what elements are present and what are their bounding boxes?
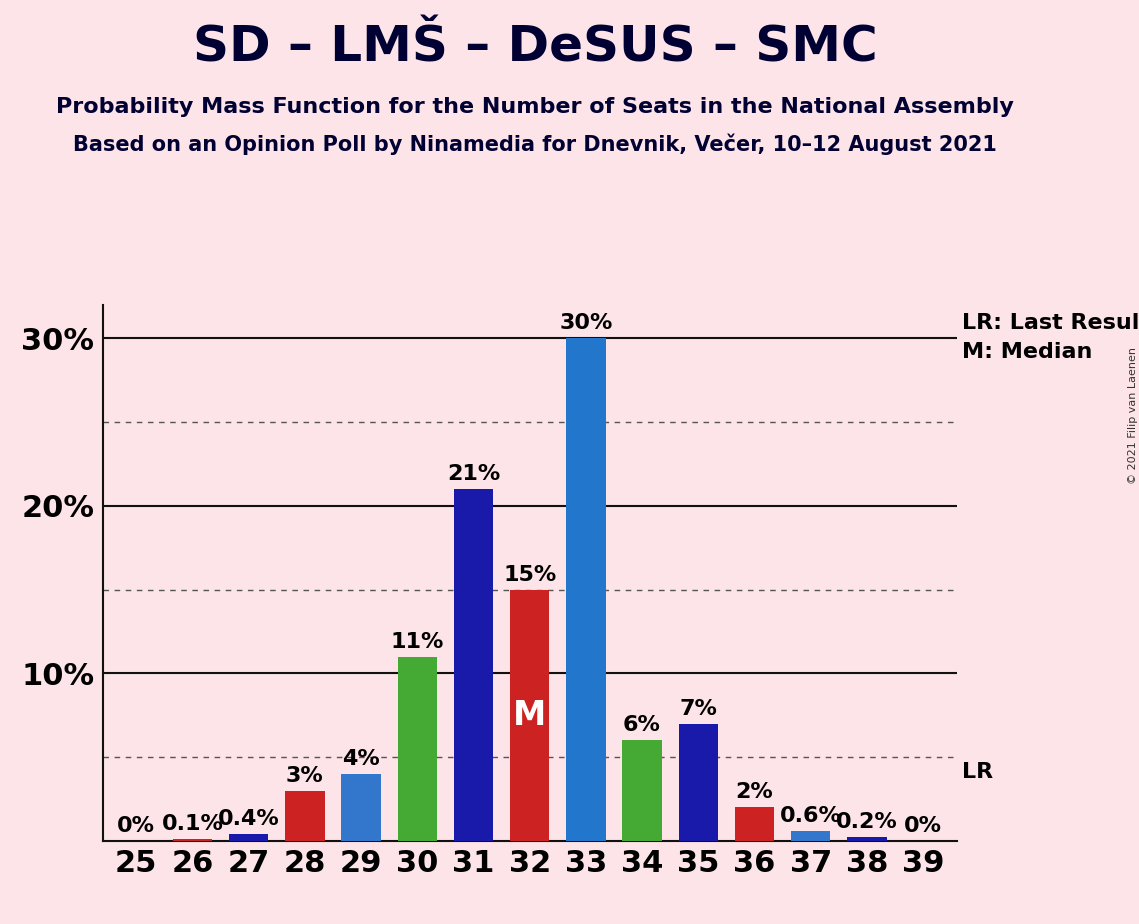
Bar [847, 837, 886, 841]
Text: 0.6%: 0.6% [780, 806, 842, 826]
Bar [790, 831, 830, 841]
Bar [173, 839, 212, 841]
Text: Probability Mass Function for the Number of Seats in the National Assembly: Probability Mass Function for the Number… [57, 97, 1014, 117]
Text: 0%: 0% [904, 816, 942, 836]
Text: 0.1%: 0.1% [162, 814, 223, 834]
Text: 21%: 21% [446, 464, 500, 484]
Bar [453, 489, 493, 841]
Bar [566, 338, 606, 841]
Bar [510, 590, 549, 841]
Text: © 2021 Filip van Laenen: © 2021 Filip van Laenen [1129, 347, 1138, 484]
Text: 2%: 2% [736, 783, 773, 802]
Text: 0%: 0% [117, 816, 155, 836]
Text: LR: Last Result: LR: Last Result [962, 313, 1139, 334]
Text: 6%: 6% [623, 715, 661, 736]
Text: M: M [513, 699, 547, 732]
Text: 0.2%: 0.2% [836, 812, 898, 833]
Bar [679, 723, 718, 841]
Bar [285, 791, 325, 841]
Text: 15%: 15% [503, 565, 556, 585]
Bar [622, 740, 662, 841]
Text: 7%: 7% [679, 699, 718, 719]
Bar [342, 774, 380, 841]
Text: 11%: 11% [391, 632, 444, 651]
Text: 0.4%: 0.4% [218, 809, 279, 829]
Bar [398, 657, 437, 841]
Text: 30%: 30% [559, 313, 613, 334]
Text: 3%: 3% [286, 766, 323, 785]
Bar [229, 834, 269, 841]
Text: 4%: 4% [342, 748, 380, 769]
Text: LR: LR [962, 762, 993, 782]
Text: SD – LMŠ – DeSUS – SMC: SD – LMŠ – DeSUS – SMC [192, 23, 878, 71]
Text: Based on an Opinion Poll by Ninamedia for Dnevnik, Večer, 10–12 August 2021: Based on an Opinion Poll by Ninamedia fo… [73, 134, 998, 155]
Bar [735, 808, 775, 841]
Text: M: Median: M: Median [962, 342, 1092, 362]
